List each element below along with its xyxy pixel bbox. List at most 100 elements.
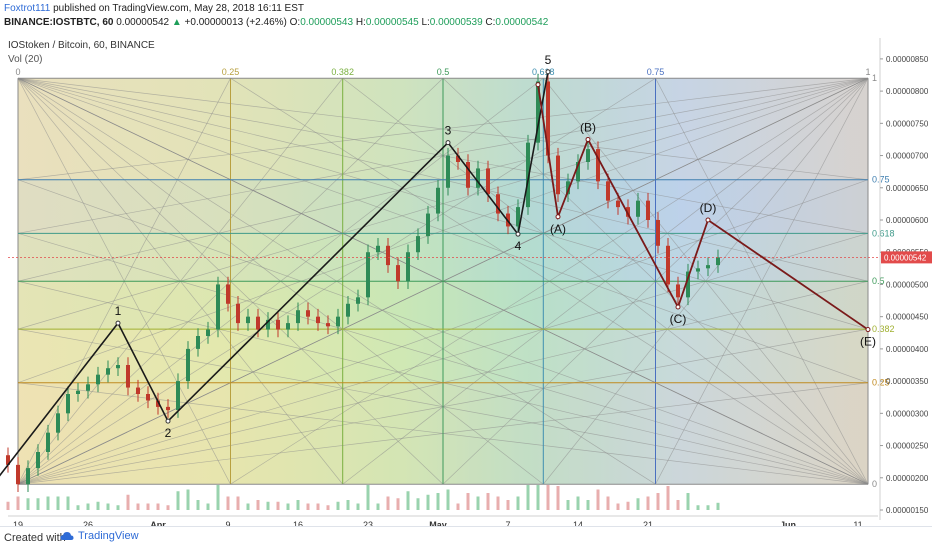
volume-bar [366, 485, 370, 510]
fib-price-label: 0.75 [872, 175, 890, 185]
volume-bar [126, 494, 130, 510]
candle-body [126, 365, 130, 388]
volume-bar [666, 486, 670, 510]
volume-bar [6, 501, 10, 510]
price-tick-label: 0.00000600 [886, 216, 929, 225]
volume-bar [236, 496, 240, 510]
price-chart[interactable]: 0 0.25 0.382 0.5 0.618 0.75 1 0 0.25 0.382 0.5 0.61… [0, 28, 932, 526]
candle-body [556, 155, 560, 195]
close-value: 0.00000542 [495, 17, 549, 28]
candle-body [86, 384, 90, 391]
wave-point [705, 217, 711, 223]
wave-point [865, 327, 871, 333]
volume-bar [396, 498, 400, 510]
candle-body [246, 316, 250, 324]
tradingview-logo[interactable]: TradingView [60, 530, 139, 542]
close-label: C: [485, 17, 496, 28]
candle-body [606, 181, 610, 201]
volume-bar [296, 500, 300, 510]
wave-point [445, 140, 451, 146]
volume-bar [326, 505, 330, 510]
wave-label: (A) [550, 222, 566, 236]
volume-bar [106, 503, 110, 510]
volume-bar [556, 486, 560, 510]
wave-point [535, 82, 541, 88]
fib-time-label: 0.382 [331, 67, 354, 77]
candle-body [486, 168, 490, 195]
volume-bar [616, 503, 620, 510]
volume-bar [156, 503, 160, 510]
date-tick-label: 19 [13, 520, 23, 526]
candle-body [596, 149, 600, 182]
candle-body [286, 323, 290, 330]
publish-line: Foxtrot111 published on TradingView.com,… [4, 3, 304, 14]
candle-body [406, 252, 410, 282]
date-tick-label: 14 [573, 520, 583, 526]
fib-price-label: 0.382 [872, 324, 895, 334]
symbol-line: BINANCE:IOSTBTC, 60 0.00000542 ▲ +0.0000… [4, 17, 548, 28]
price-tick-label: 0.00000400 [886, 345, 929, 354]
volume-bar [216, 485, 220, 510]
candle-body [76, 390, 80, 394]
price-tick-label: 0.00000200 [886, 474, 929, 483]
impulse-wave-line [0, 71, 549, 477]
candle-body [396, 265, 400, 282]
volume-bar [416, 498, 420, 510]
fib-price-label: 0.618 [872, 228, 895, 238]
corrective-wave-line [537, 84, 869, 331]
volume-bar [426, 494, 430, 510]
volume-bar [506, 500, 510, 510]
created-with-text: Created with [4, 532, 66, 544]
candle-body [536, 81, 540, 143]
wave-label: 3 [445, 124, 452, 138]
candle-body [436, 187, 440, 214]
candle-body [496, 194, 500, 214]
wave-point [555, 214, 561, 220]
volume-bar [676, 500, 680, 510]
candle-body [376, 245, 380, 253]
candle-body [646, 200, 650, 220]
volume-bar [266, 501, 270, 510]
wave-label: 2 [165, 426, 172, 440]
candle-body [566, 181, 570, 195]
candle-body [466, 162, 470, 188]
date-tick-label: 9 [225, 520, 230, 526]
wave-point [585, 136, 591, 142]
volume-bar [456, 503, 460, 510]
candle-body [666, 245, 670, 285]
candle-body [36, 452, 40, 469]
volume-bar [186, 489, 190, 510]
price-change: +0.00000013 (+2.46%) [184, 17, 287, 28]
volume-bar [716, 502, 720, 510]
wave-label: (E) [860, 335, 876, 349]
volume-indicator-label[interactable]: Vol (20) [8, 54, 43, 65]
candle-body [316, 316, 320, 324]
volume-bar [46, 496, 50, 510]
candle-body [146, 394, 150, 401]
fib-time-label: 0.5 [437, 67, 450, 77]
publisher-link[interactable]: Foxtrot111 [4, 3, 51, 14]
candle-body [186, 348, 190, 382]
candle-body [266, 319, 270, 330]
volume-bar [196, 500, 200, 510]
price-tick-label: 0.00000150 [886, 506, 929, 515]
price-tick-label: 0.00000700 [886, 152, 929, 161]
candle-body [96, 374, 100, 385]
candle-body [26, 468, 30, 485]
last-price-tag-label: 0.00000542 [884, 253, 927, 262]
candle-body [176, 381, 180, 411]
candle-body [166, 406, 170, 411]
volume-bar [596, 489, 600, 510]
price-tick-label: 0.00000650 [886, 184, 929, 193]
open-label: O: [289, 17, 301, 28]
candle-body [516, 207, 520, 227]
volume-bar [626, 501, 630, 510]
volume-bar [536, 485, 540, 510]
candle-body [386, 245, 390, 266]
volume-bar [636, 498, 640, 510]
volume-bar [566, 500, 570, 510]
fib-price-label: 0.5 [872, 276, 885, 286]
volume-bar [286, 503, 290, 510]
candle-body [256, 316, 260, 330]
cloud-icon [60, 532, 74, 540]
